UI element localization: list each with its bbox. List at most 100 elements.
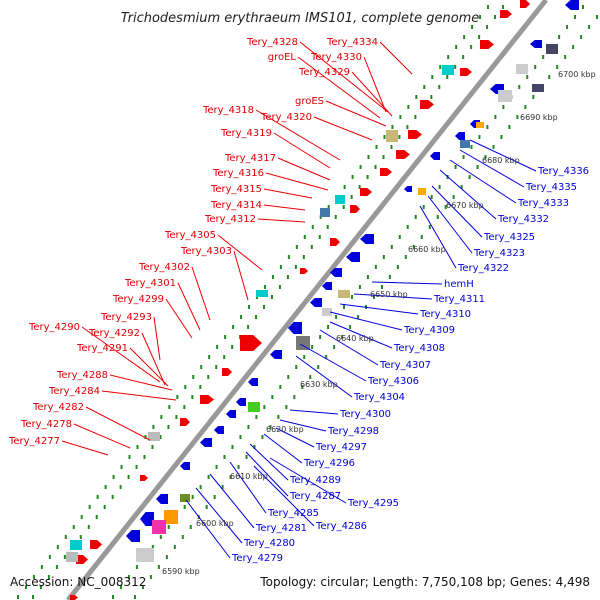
tick-mark: [342, 205, 345, 209]
tick-mark: [462, 55, 465, 59]
tick-mark: [271, 275, 274, 279]
forward-label-leader: [299, 41, 389, 113]
reverse-label-leader: [289, 409, 339, 415]
kbp-tick-label: 6660 kbp: [408, 245, 446, 254]
tick-mark: [476, 165, 479, 169]
reverse-label-leader: [279, 419, 327, 432]
forward-label-leader: [263, 204, 306, 211]
tick-mark: [39, 585, 42, 589]
forward-gene-label: Tery_4302: [138, 262, 190, 273]
tick-mark: [200, 365, 203, 369]
kbp-tick-label: 6680 kbp: [482, 156, 520, 165]
gene-box: [418, 188, 426, 195]
tick-mark: [438, 85, 441, 89]
gene-box: [136, 548, 154, 562]
tick-mark: [326, 225, 329, 229]
forward-gene-label: Tery_4315: [210, 184, 262, 195]
tick-mark: [406, 125, 409, 129]
tick-mark: [350, 295, 353, 299]
forward-label-leader: [165, 298, 193, 339]
tick-mark: [524, 105, 527, 109]
reverse-gene-label: Tery_4311: [433, 294, 485, 305]
tick-mark: [72, 525, 75, 529]
tick-mark: [240, 315, 243, 319]
gene-box: [180, 494, 190, 502]
tick-mark: [508, 125, 511, 129]
forward-gene-label: Tery_4282: [32, 402, 84, 413]
forward-gene-label: Tery_4290: [28, 322, 80, 333]
tick-mark: [534, 65, 537, 69]
tick-mark: [452, 195, 455, 199]
tick-mark: [455, 45, 458, 49]
tick-mark: [277, 415, 280, 419]
tick-mark: [375, 145, 378, 149]
tick-mark: [420, 235, 423, 239]
tick-mark: [127, 475, 130, 479]
tick-mark: [135, 565, 138, 569]
reverse-gene-arrow: [236, 398, 246, 406]
tick-mark: [151, 445, 154, 449]
tick-mark: [303, 355, 306, 359]
tick-mark: [470, 45, 473, 49]
reverse-gene-label: Tery_4287: [289, 491, 341, 502]
tick-mark: [269, 425, 272, 429]
forward-gene-label: Tery_4328: [246, 37, 298, 48]
tick-mark: [374, 265, 377, 269]
forward-gene-label: Tery_4329: [298, 67, 350, 78]
tick-mark: [215, 465, 218, 469]
tick-mark: [111, 595, 114, 599]
gene-box: [516, 64, 528, 74]
forward-gene-arrow: [360, 188, 372, 196]
reverse-label-leader: [339, 303, 419, 315]
forward-gene-arrow: [200, 395, 214, 404]
reverse-label-leader: [263, 433, 303, 464]
tick-mark: [79, 535, 82, 539]
tick-mark: [358, 185, 361, 189]
tick-mark: [294, 265, 297, 269]
tick-mark: [55, 565, 58, 569]
gene-box: [248, 402, 260, 412]
tick-mark: [285, 405, 288, 409]
kbp-tick-label: 6670 kbp: [446, 201, 484, 210]
tick-mark: [380, 285, 383, 289]
forward-gene-label: Tery_4278: [20, 419, 72, 430]
tick-mark: [302, 255, 305, 259]
reverse-gene-label: Tery_4333: [517, 198, 569, 209]
tick-mark: [462, 155, 465, 159]
gene-box: [322, 308, 332, 316]
reverse-label-leader: [469, 139, 537, 172]
tick-mark: [542, 55, 545, 59]
tick-mark: [398, 235, 401, 239]
tick-mark: [396, 265, 399, 269]
tick-mark: [460, 185, 463, 189]
kbp-tick-label: 6690 kbp: [520, 113, 558, 122]
tick-mark: [349, 325, 352, 329]
reverse-label-leader: [459, 149, 525, 188]
tick-mark: [446, 75, 449, 79]
tick-mark: [566, 25, 569, 29]
tick-mark: [596, 15, 599, 19]
tick-mark: [279, 265, 282, 269]
tick-mark: [192, 375, 195, 379]
forward-label-leader: [257, 218, 306, 223]
tick-mark: [500, 135, 503, 139]
forward-gene-arrow: [240, 335, 262, 351]
reverse-gene-label: Tery_4308: [393, 343, 445, 354]
tick-mark: [358, 285, 361, 289]
reverse-gene-arrow: [226, 410, 236, 418]
reverse-gene-label: Tery_4297: [315, 442, 367, 453]
forward-gene-label: Tery_4277: [8, 436, 60, 447]
reverse-label-leader: [319, 329, 379, 366]
tick-mark: [40, 565, 43, 569]
forward-gene-arrow: [350, 205, 360, 213]
reverse-gene-arrow: [360, 234, 374, 244]
tick-mark: [588, 25, 591, 29]
forward-gene-label: Tery_4318: [202, 105, 254, 116]
kbp-tick-label: 6640 kbp: [336, 334, 374, 343]
tick-mark: [144, 435, 147, 439]
tick-mark: [135, 465, 138, 469]
tick-mark: [404, 255, 407, 259]
tick-mark: [215, 365, 218, 369]
tick-mark: [278, 285, 281, 289]
